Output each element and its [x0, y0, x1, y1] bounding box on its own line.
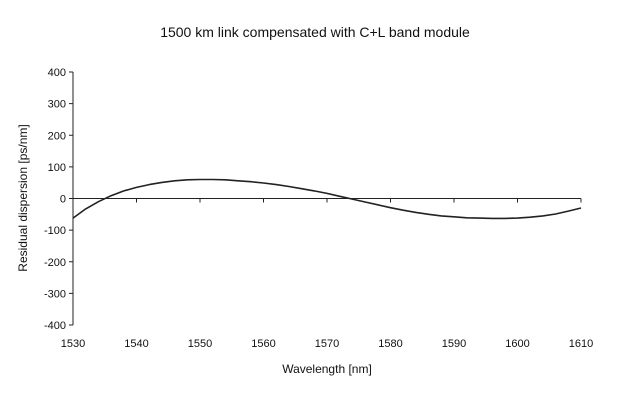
y-axis-label: Residual dispersion [ps/nm] [16, 124, 30, 271]
axes [69, 71, 582, 326]
x-tick-label: 1550 [188, 338, 212, 350]
x-tick-label: 1590 [442, 338, 466, 350]
y-tick-label: -300 [44, 288, 66, 300]
series-layer [72, 178, 582, 220]
y-tick-label: 100 [48, 162, 66, 174]
y-tick-label: 400 [48, 67, 66, 79]
tick-labels: 400 300 200 100 0 -100 -200 -300 -400 1530 1540 155… [44, 67, 593, 350]
x-tick-label: 1570 [315, 338, 339, 350]
residual-dispersion-line [72, 178, 582, 220]
x-axis-label: Wavelength [nm] [282, 362, 372, 376]
y-tick-label: 200 [48, 130, 66, 142]
x-tick-label: 1580 [378, 338, 402, 350]
y-tick-label: 0 [60, 194, 66, 206]
y-tick-label: -100 [44, 225, 66, 237]
y-tick-label: -400 [44, 320, 66, 332]
x-tick-label: 1530 [61, 338, 85, 350]
chart-title: 1500 km link compensated with C+L band m… [160, 24, 470, 40]
y-tick-label: -200 [44, 257, 66, 269]
x-tick-label: 1540 [124, 338, 148, 350]
x-tick-label: 1560 [251, 338, 275, 350]
x-tick-label: 1600 [505, 338, 529, 350]
x-tick-label: 1610 [569, 338, 593, 350]
y-tick-label: 300 [48, 99, 66, 111]
